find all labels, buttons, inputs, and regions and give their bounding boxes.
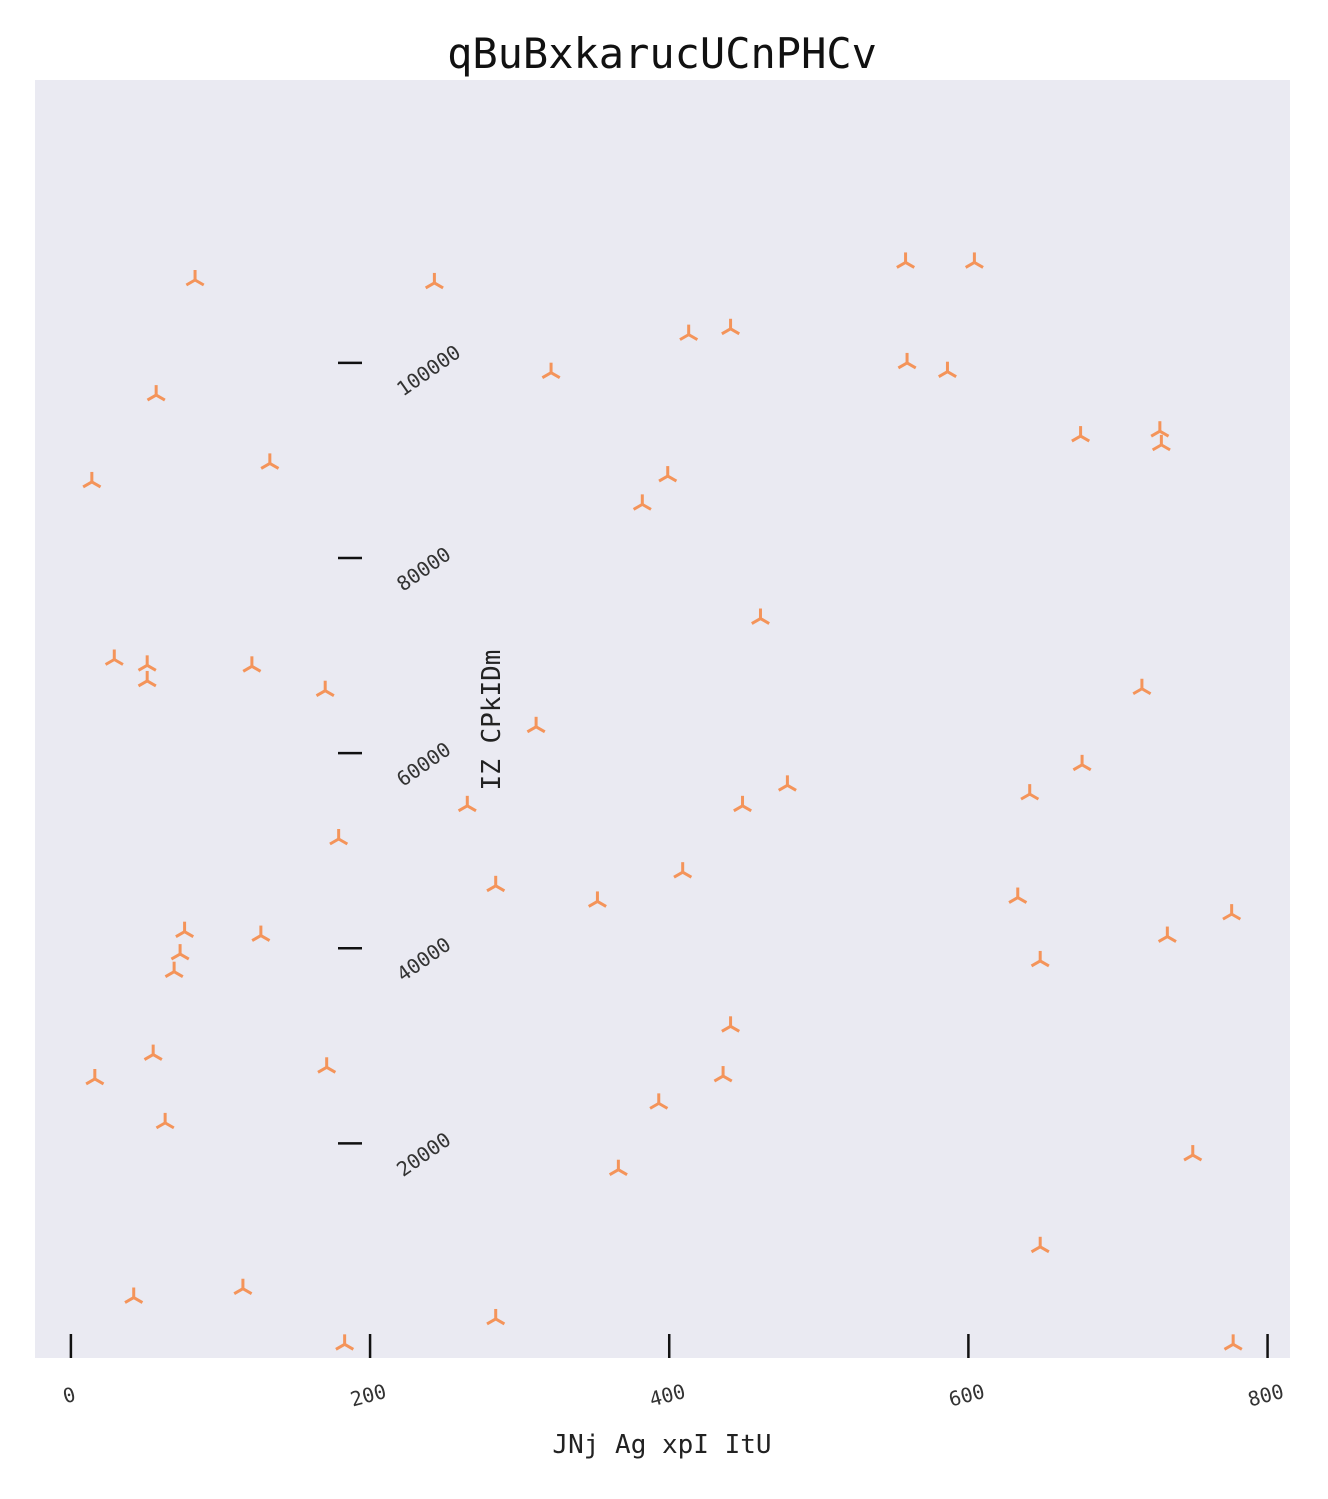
- scatter-point: [1157, 926, 1177, 943]
- scatter-point: [1183, 1145, 1203, 1162]
- scatter-point: [317, 1057, 337, 1074]
- y-axis-label: IZ CPkIDm: [477, 650, 507, 791]
- scatter-point: [751, 608, 770, 625]
- scatter-point: [486, 1308, 506, 1326]
- scatter-point: [721, 318, 741, 336]
- scatter-point: [1030, 1236, 1050, 1254]
- scatter-point: [673, 862, 693, 879]
- scatter-point: [457, 795, 477, 813]
- scatter-point: [541, 362, 561, 379]
- x-tick-label: 400: [647, 1379, 688, 1412]
- scatter-point: [608, 1159, 628, 1177]
- data-series: [82, 252, 1243, 1351]
- scatter-point: [143, 1044, 163, 1061]
- scatter-point: [486, 875, 506, 893]
- scatter-point: [721, 1016, 741, 1033]
- scatter-point: [137, 670, 157, 688]
- scatter-point: [1150, 421, 1170, 438]
- scatter-point: [315, 680, 335, 698]
- x-tick-label: 200: [348, 1379, 389, 1412]
- scatter-point: [1151, 434, 1171, 452]
- scatter-point: [335, 1334, 355, 1351]
- scatter-point: [124, 1287, 144, 1304]
- scatter-point: [175, 921, 195, 938]
- scatter-point: [1132, 678, 1152, 696]
- scatter-point: [242, 656, 262, 673]
- plot-area: [35, 80, 1290, 1358]
- scatter-point: [1072, 754, 1092, 772]
- scatter-point: [777, 775, 797, 792]
- scatter-point: [526, 716, 546, 734]
- x-axis-label: JNj Ag xpI ItU: [552, 1430, 771, 1460]
- scatter-point: [649, 1093, 669, 1110]
- scatter-point: [733, 795, 752, 813]
- scatter-point: [679, 324, 699, 341]
- scatter-point: [146, 385, 166, 402]
- scatter-point: [85, 1068, 105, 1086]
- scatter-point: [896, 252, 916, 269]
- scatter-point: [1008, 887, 1028, 904]
- scatter-point: [1020, 784, 1040, 801]
- scatter-point: [233, 1278, 253, 1296]
- scatter-point: [658, 466, 678, 483]
- scatter-point: [329, 828, 349, 846]
- scatter-point: [1223, 1334, 1243, 1351]
- scatter-point: [713, 1066, 733, 1083]
- x-tick-label: 0: [60, 1382, 78, 1408]
- x-axis: 0 200 400 600 800: [60, 1334, 1286, 1412]
- scatter-point: [938, 361, 957, 378]
- scatter-point: [1071, 426, 1091, 443]
- scatter-point: [1222, 904, 1242, 921]
- scatter-point: [155, 1112, 175, 1130]
- scatter-point: [104, 649, 124, 666]
- scatter-point: [897, 352, 917, 370]
- scatter-point: [424, 272, 444, 290]
- scatter-point: [260, 453, 280, 470]
- chart-title: qBuBxkarucUCnPHCv: [447, 29, 877, 78]
- x-tick-label: 600: [946, 1379, 987, 1412]
- scatter-point: [587, 891, 607, 908]
- scatter-point: [1030, 950, 1050, 968]
- scatter-point: [185, 269, 205, 287]
- scatter-point: [137, 655, 157, 672]
- scatter-point: [164, 961, 184, 978]
- scatter-point: [964, 252, 984, 269]
- scatter-point: [632, 494, 652, 511]
- scatter-point: [82, 471, 102, 489]
- scatter-point: [170, 944, 190, 961]
- x-tick-label: 800: [1245, 1379, 1286, 1412]
- scatter-point: [251, 925, 271, 942]
